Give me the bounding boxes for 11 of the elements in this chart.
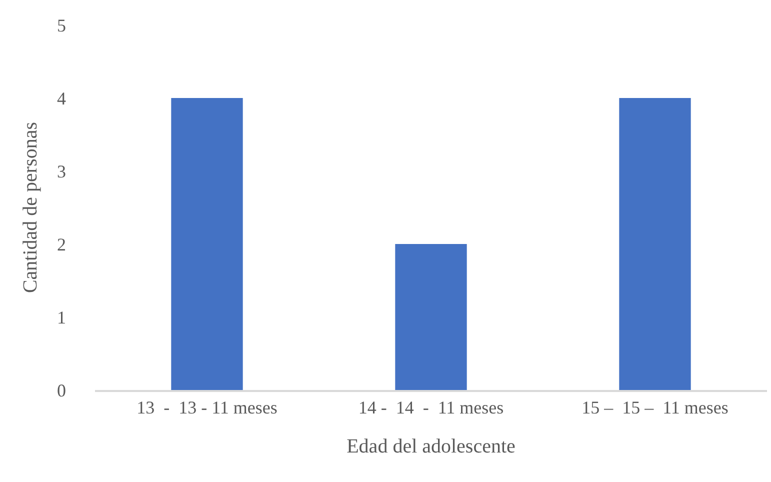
x-axis-title: Edad del adolescente [346,435,516,458]
x-tick-label: 14 - 14 - 11 meses [358,397,504,418]
y-tick-label: 5 [57,15,66,36]
y-tick-label: 1 [57,307,66,328]
x-tick-label: 15 – 15 – 11 meses [582,397,728,418]
y-axis-title: Cantidad de personas [20,122,42,294]
y-tick-label: 0 [57,380,66,400]
x-tick-label: 13 - 13 - 11 meses [136,397,278,418]
y-tick-label: 4 [57,88,66,108]
y-tick-label: 2 [57,234,66,254]
y-tick-label: 3 [57,161,66,182]
